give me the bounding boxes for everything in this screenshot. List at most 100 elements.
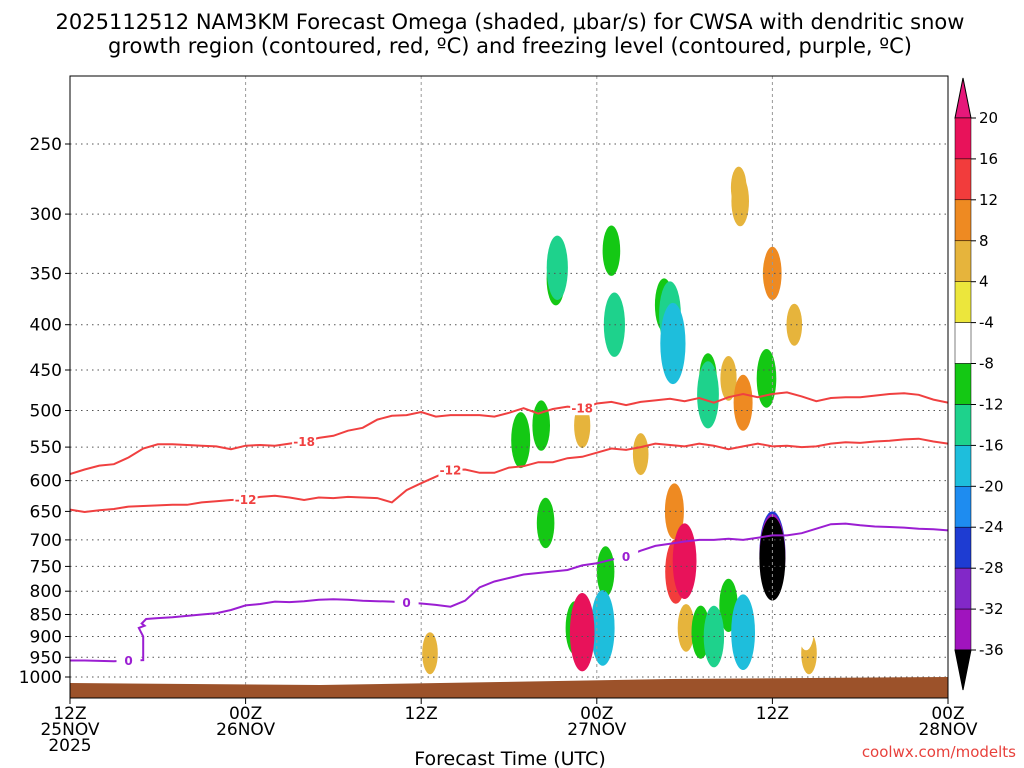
colorbar-swatch bbox=[954, 404, 972, 446]
y-tick-label: 500 bbox=[30, 402, 62, 422]
omega-cell bbox=[664, 483, 684, 540]
omega-cell bbox=[518, 469, 535, 517]
y-tick-label: 900 bbox=[30, 628, 62, 648]
colorbar-swatch bbox=[954, 526, 972, 569]
omega-cell bbox=[677, 604, 695, 652]
colorbar-label: -8 bbox=[979, 355, 994, 373]
y-tick-label: 300 bbox=[30, 205, 62, 225]
x-tick-label: 28NOV bbox=[918, 720, 977, 740]
colorbar-label: -4 bbox=[979, 314, 994, 332]
colorbar-label: -12 bbox=[979, 396, 1004, 414]
colorbar-label: -24 bbox=[979, 518, 1004, 536]
colorbar-swatch bbox=[954, 567, 972, 610]
colorbar-swatch bbox=[954, 158, 972, 201]
colorbar-swatch bbox=[954, 486, 972, 528]
y-tick-label: 850 bbox=[30, 606, 62, 626]
chart-title-line-1: 2025112512 NAM3KM Forecast Omega (shaded… bbox=[56, 10, 965, 34]
omega-cell bbox=[697, 361, 719, 429]
x-tick-label: 12Z bbox=[756, 704, 789, 724]
x-tick-label: 00Z bbox=[931, 704, 964, 724]
y-tick-label: 950 bbox=[30, 648, 62, 668]
omega-cell bbox=[506, 547, 524, 596]
x-axis-label: Forecast Time (UTC) bbox=[414, 748, 605, 768]
y-tick-label: 400 bbox=[30, 316, 62, 336]
contour-line-2 bbox=[70, 437, 948, 514]
colorbar-label: -16 bbox=[979, 436, 1004, 454]
colorbar-label: 16 bbox=[979, 150, 998, 168]
omega-cell bbox=[731, 594, 755, 670]
omega-cell bbox=[786, 303, 803, 346]
y-tick-label: 650 bbox=[30, 502, 62, 522]
omega-cell bbox=[688, 81, 705, 126]
x-tick-label: 27NOV bbox=[567, 720, 626, 740]
colorbar-label: 20 bbox=[979, 109, 998, 127]
contour-line-3 bbox=[70, 522, 948, 663]
omega-cell bbox=[511, 412, 531, 469]
x-tick-label: 00Z bbox=[229, 704, 262, 724]
colorbar-swatch bbox=[954, 445, 972, 487]
terrain-band bbox=[70, 677, 948, 698]
colorbar-label: 12 bbox=[979, 191, 998, 209]
contour-line-1 bbox=[70, 391, 948, 476]
colorbar-swatch bbox=[954, 608, 972, 651]
y-tick-label: 800 bbox=[30, 582, 62, 602]
y-tick-label: 700 bbox=[30, 531, 62, 551]
colorbar: 20 16 12 8 4 -4 -8 -12 -16 -20 -24 -28 -32 -36 bbox=[954, 77, 1004, 691]
contour-label: -12 bbox=[440, 464, 462, 478]
colorbar-label: -36 bbox=[979, 641, 1004, 659]
contour-label: -18 bbox=[293, 435, 315, 449]
omega-cell bbox=[596, 546, 615, 597]
omega-cell bbox=[720, 260, 737, 309]
colorbar-label: 8 bbox=[979, 232, 989, 250]
x-tick-label: 12Z bbox=[53, 704, 86, 724]
contour-label-bg bbox=[292, 434, 317, 449]
contour-label-bg bbox=[116, 653, 141, 668]
colorbar-swatch bbox=[954, 363, 972, 405]
omega-cell bbox=[763, 246, 782, 300]
omega-cell bbox=[660, 302, 686, 385]
y-tick-label: 250 bbox=[30, 135, 62, 155]
colorbar-label: -28 bbox=[979, 559, 1004, 577]
y-axis-ticks: 2503003504004505005506006507007508008509… bbox=[19, 135, 70, 688]
contour-label: -12 bbox=[235, 493, 257, 507]
colorbar-label: -32 bbox=[979, 600, 1004, 618]
contour-label-bg bbox=[614, 549, 639, 564]
y-tick-label: 550 bbox=[30, 438, 62, 458]
colorbar-swatch bbox=[954, 199, 972, 241]
omega-cell bbox=[756, 349, 777, 408]
contour-label: 0 bbox=[124, 654, 132, 668]
colorbar-swatch bbox=[954, 240, 972, 282]
colorbar-bottom-triangle bbox=[954, 649, 972, 691]
terrain-layer bbox=[70, 677, 948, 698]
contour-label: 0 bbox=[622, 550, 630, 564]
x-tick-label: 00Z bbox=[580, 704, 613, 724]
y-tick-label: 600 bbox=[30, 472, 62, 492]
omega-cell bbox=[731, 175, 749, 227]
x-tick-label: 26NOV bbox=[216, 720, 275, 740]
x-tick-label: 12Z bbox=[405, 704, 438, 724]
credit-text: coolwx.com/modelts bbox=[862, 743, 1016, 761]
contour-label-bg bbox=[570, 401, 595, 416]
omega-cell bbox=[603, 292, 626, 357]
y-tick-label: 450 bbox=[30, 361, 62, 381]
omega-cell bbox=[632, 433, 649, 476]
contour-label: 0 bbox=[402, 596, 410, 610]
contour-label: -18 bbox=[571, 402, 593, 416]
contour-layer: -18 -18 -12 -12 0 0 0 bbox=[70, 391, 948, 668]
colorbar-swatch bbox=[954, 322, 972, 364]
omega-cell bbox=[798, 605, 815, 651]
omega-cell bbox=[422, 632, 438, 675]
omega-cell bbox=[536, 497, 555, 549]
omega-cell bbox=[617, 595, 635, 643]
omega-cell bbox=[546, 235, 568, 300]
colorbar-swatch bbox=[954, 117, 972, 160]
omega-cell bbox=[569, 593, 595, 672]
omega-cell bbox=[672, 523, 697, 599]
chart-title-line-2: growth region (contoured, red, ºC) and f… bbox=[108, 34, 912, 58]
y-tick-label: 350 bbox=[30, 264, 62, 284]
omega-cell bbox=[339, 294, 357, 340]
contour-label-bg bbox=[438, 463, 463, 478]
y-tick-label: 750 bbox=[30, 557, 62, 577]
